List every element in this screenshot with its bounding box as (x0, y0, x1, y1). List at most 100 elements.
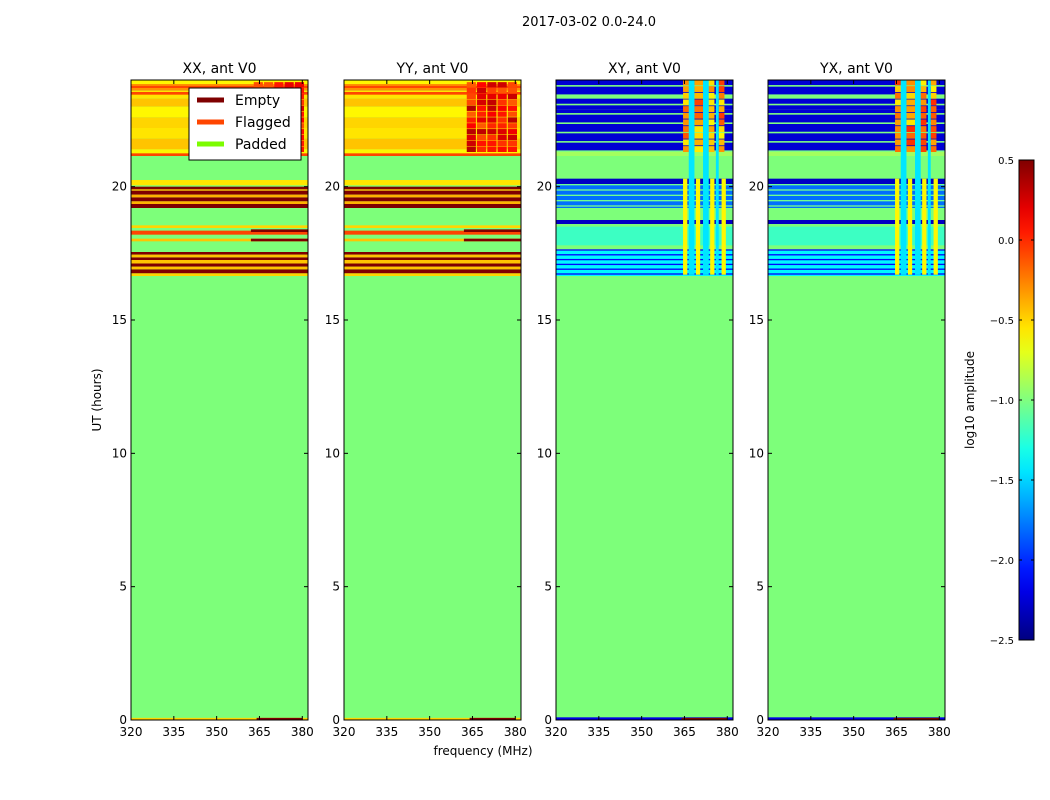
rfi-cell (895, 86, 904, 92)
rfi-cell (466, 140, 476, 147)
x-tick-label: 380 (504, 725, 527, 739)
rfi-cell (718, 99, 725, 106)
panel-2: XY, ant V0 320 335 350 365 380 0 5 10 15 20 (537, 61, 739, 739)
data-band (131, 238, 308, 242)
axes-frame (343, 79, 522, 721)
rfi-cell (930, 99, 937, 106)
rfi-cell (477, 140, 487, 147)
rfi-cell (906, 99, 916, 106)
rfi-cell (705, 132, 715, 139)
colorbar-tick-label: −1.5 (990, 476, 1014, 487)
noise-line (768, 150, 945, 152)
empty-band (131, 204, 308, 208)
rfi-cell (895, 99, 904, 106)
rfi-cell (694, 92, 704, 99)
noise-line (768, 85, 945, 87)
heatmap-body (131, 80, 308, 720)
rfi-cell (917, 80, 927, 86)
legend-label: Flagged (235, 115, 291, 131)
empty-band (463, 238, 521, 242)
noise-line (768, 103, 945, 106)
x-axis-label: frequency (MHz) (433, 744, 532, 758)
data-band (344, 128, 521, 139)
rfi-cell (507, 129, 518, 135)
heatmap-body (556, 80, 733, 720)
rfi-cell (933, 178, 938, 275)
rfi-cell (507, 134, 518, 141)
rfi-cell (466, 134, 476, 141)
rfi-cell (930, 106, 937, 112)
rfi-cell (507, 111, 518, 117)
y-tick-label: 15 (537, 313, 552, 327)
rfi-cell (497, 105, 507, 111)
rfi-cell (683, 139, 692, 146)
rfi-cell (477, 146, 487, 152)
rfi-cell (895, 139, 904, 146)
flag-gap (703, 80, 709, 275)
colorbar-tick-label: −1.0 (990, 396, 1014, 407)
noise-line (768, 200, 945, 202)
rfi-cell (930, 139, 937, 146)
rfi-cell (497, 117, 507, 123)
data-band (556, 152, 733, 156)
data-band (768, 717, 945, 720)
data-band (344, 225, 521, 228)
empty-band (893, 717, 940, 720)
rfi-cell (507, 146, 518, 152)
rfi-cell (497, 93, 507, 100)
legend: Empty Flagged Padded (188, 87, 302, 161)
flag-gap (927, 80, 931, 275)
rfi-cell (497, 123, 507, 129)
noise-line (556, 200, 733, 202)
rfi-cell (683, 86, 692, 92)
empty-band (131, 190, 308, 195)
rfi-cell (895, 132, 904, 139)
noise-line (556, 205, 733, 207)
lowamp-band (768, 178, 945, 184)
rfi-cell (718, 106, 725, 112)
y-tick-label: 0 (544, 713, 552, 727)
x-tick-label: 320 (333, 725, 356, 739)
colorbar-label: log10 amplitude (963, 351, 977, 449)
x-tick-label: 320 (120, 725, 143, 739)
rfi-cell (694, 86, 704, 92)
rfi-cell (917, 92, 927, 99)
y-tick-label: 10 (537, 446, 552, 460)
data-band (344, 106, 521, 118)
rfi-cell (477, 93, 487, 100)
rfi-cell (466, 123, 476, 129)
rfi-cell (507, 93, 518, 100)
rfi-cell (477, 82, 487, 88)
rfi-cell (694, 106, 704, 112)
rfi-cell (477, 111, 487, 117)
rfi-cell (487, 146, 497, 152)
rfi-cell (497, 82, 507, 88)
rfi-cell (895, 112, 904, 119)
empty-band (131, 252, 308, 255)
panels: XX, ant V0 320 335 350 365 380 0 5 10 15 20 Empty Fl… (112, 61, 951, 739)
rfi-cell (906, 86, 916, 92)
noise-line (768, 184, 945, 186)
empty-band (131, 257, 308, 260)
rfi-cell (694, 119, 704, 126)
x-tick-label: 335 (799, 725, 822, 739)
rfi-cell (895, 119, 904, 126)
rfi-cell (683, 178, 688, 275)
rfi-cell (694, 139, 704, 146)
noise-line (768, 268, 945, 270)
rfi-cell (497, 134, 507, 141)
x-tick-label: 350 (630, 725, 653, 739)
rfi-cell (705, 146, 715, 152)
rfi-cell (895, 106, 904, 112)
rfi-cell (917, 112, 927, 119)
rfi-cell (930, 146, 937, 152)
flag-gap (915, 80, 921, 275)
y-tick-label: 10 (749, 446, 764, 460)
flagged-line (131, 85, 308, 88)
rfi-cell (906, 106, 916, 112)
rfi-cell (718, 80, 725, 86)
empty-band (131, 186, 308, 190)
data-band (344, 98, 521, 107)
y-tick-label: 5 (332, 580, 340, 594)
y-tick-label: 0 (119, 713, 127, 727)
